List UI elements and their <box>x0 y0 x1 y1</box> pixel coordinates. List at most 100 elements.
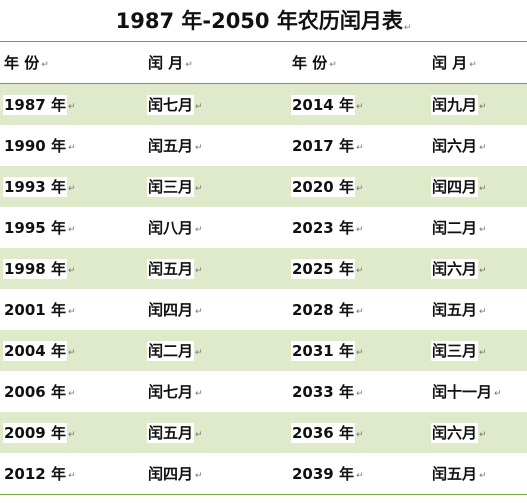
leap-month-value: 闰八月 <box>147 217 195 238</box>
leap-month-cell: 闰七月 ↵ <box>147 84 289 125</box>
table-row: 1990 年 ↵ 闰五月 ↵ 2017 年 ↵ 闰六月 ↵ <box>0 125 527 166</box>
leap-month-value: 闰七月 <box>147 94 195 115</box>
paragraph-mark-icon: ↵ <box>41 59 49 70</box>
leap-month-cell: 闰五月 ↵ <box>147 412 289 453</box>
leap-month-value: 闰七月 <box>147 381 195 402</box>
leap-month-cell: 闰五月 ↵ <box>431 453 525 494</box>
leap-month-cell: 闰十一月 ↵ <box>431 371 525 412</box>
leap-month-table: 年 份 ↵ 闰 月 ↵ 年 份 ↵ 闰 月 ↵ 1987 年 ↵ 闰七月 ↵ 2014 年 ↵… <box>0 41 527 495</box>
year-cell: 1993 年 ↵ <box>3 166 145 207</box>
paragraph-mark-icon: ↵ <box>67 183 76 194</box>
leap-month-value: 闰五月 <box>147 258 195 279</box>
leap-month-cell: 闰三月 ↵ <box>431 330 525 371</box>
year-cell: 2012 年 ↵ <box>3 453 145 494</box>
year-value: 2014 年 <box>291 94 355 115</box>
paragraph-mark-icon: ↵ <box>479 183 487 194</box>
year-cell: 1995 年 ↵ <box>3 207 145 248</box>
year-cell: 2020 年 ↵ <box>291 166 431 207</box>
table-row: 2006 年 ↵ 闰七月 ↵ 2033 年 ↵ 闰十一月 ↵ <box>0 371 527 412</box>
paragraph-mark-icon: ↵ <box>67 142 76 153</box>
paragraph-mark-icon: ↵ <box>67 388 76 399</box>
leap-month-cell: 闰四月 ↵ <box>147 289 289 330</box>
paragraph-mark-icon: ↵ <box>329 59 337 70</box>
paragraph-mark-icon: ↵ <box>479 101 487 112</box>
paragraph-mark-icon: ↵ <box>355 101 364 112</box>
year-value: 2036 年 <box>291 422 355 443</box>
leap-month-value: 闰五月 <box>147 422 195 443</box>
year-value: 2020 年 <box>291 176 355 197</box>
header-cell-year-right: 年 份 ↵ <box>291 42 431 83</box>
leap-month-value: 闰六月 <box>431 135 479 156</box>
paragraph-mark-icon: ↵ <box>479 142 487 153</box>
table-row: 2004 年 ↵ 闰二月 ↵ 2031 年 ↵ 闰三月 ↵ <box>0 330 527 371</box>
year-value: 2009 年 <box>3 422 67 443</box>
year-value: 2006 年 <box>3 381 67 402</box>
leap-month-cell: 闰七月 ↵ <box>147 371 289 412</box>
year-cell: 2004 年 ↵ <box>3 330 145 371</box>
paragraph-mark-icon: ↵ <box>355 347 364 358</box>
leap-month-value: 闰九月 <box>431 94 479 115</box>
leap-month-cell: 闰六月 ↵ <box>431 248 525 289</box>
year-value: 2017 年 <box>291 135 355 156</box>
paragraph-mark-icon: ↵ <box>185 59 193 70</box>
paragraph-mark-icon: ↵ <box>355 183 364 194</box>
paragraph-mark-icon: ↵ <box>195 347 203 358</box>
leap-month-value: 闰六月 <box>431 258 479 279</box>
paragraph-mark-icon: ↵ <box>195 388 203 399</box>
table-row: 1998 年 ↵ 闰五月 ↵ 2025 年 ↵ 闰六月 ↵ <box>0 248 527 289</box>
year-cell: 1990 年 ↵ <box>3 125 145 166</box>
paragraph-mark-icon: ↵ <box>67 101 76 112</box>
table-header-row: 年 份 ↵ 闰 月 ↵ 年 份 ↵ 闰 月 ↵ <box>0 42 527 84</box>
paragraph-mark-icon: ↵ <box>195 470 203 481</box>
paragraph-mark-icon: ↵ <box>479 429 487 440</box>
header-cell-year-left: 年 份 ↵ <box>3 42 145 83</box>
paragraph-mark-icon: ↵ <box>355 470 364 481</box>
page-title-text: 1987 年-2050 年农历闰月表 <box>115 9 403 33</box>
paragraph-mark-icon: ↵ <box>195 429 203 440</box>
paragraph-mark-icon: ↵ <box>67 347 76 358</box>
paragraph-mark-icon: ↵ <box>67 224 76 235</box>
paragraph-mark-icon: ↵ <box>479 224 487 235</box>
year-value: 1998 年 <box>3 258 67 279</box>
year-value: 2033 年 <box>291 381 355 402</box>
leap-month-cell: 闰五月 ↵ <box>147 248 289 289</box>
paragraph-mark-icon: ↵ <box>195 265 203 276</box>
year-value: 1987 年 <box>3 94 67 115</box>
header-cell-month-left: 闰 月 ↵ <box>147 42 289 83</box>
table-row: 1995 年 ↵ 闰八月 ↵ 2023 年 ↵ 闰二月 ↵ <box>0 207 527 248</box>
paragraph-mark-icon: ↵ <box>469 59 477 70</box>
leap-month-value: 闰四月 <box>431 176 479 197</box>
table-row: 1993 年 ↵ 闰三月 ↵ 2020 年 ↵ 闰四月 ↵ <box>0 166 527 207</box>
header-cell-month-right: 闰 月 ↵ <box>431 42 525 83</box>
paragraph-mark-icon: ↵ <box>195 142 203 153</box>
year-value: 2012 年 <box>3 463 67 484</box>
year-cell: 2033 年 ↵ <box>291 371 431 412</box>
leap-month-value: 闰五月 <box>431 299 479 320</box>
year-value: 2001 年 <box>3 299 67 320</box>
leap-month-value: 闰二月 <box>147 340 195 361</box>
leap-month-value: 闰二月 <box>431 217 479 238</box>
year-cell: 2036 年 ↵ <box>291 412 431 453</box>
leap-month-value: 闰十一月 <box>431 381 494 402</box>
leap-month-cell: 闰二月 ↵ <box>147 330 289 371</box>
paragraph-mark-icon: ↵ <box>195 101 203 112</box>
leap-month-value: 闰四月 <box>147 463 195 484</box>
table-row: 2009 年 ↵ 闰五月 ↵ 2036 年 ↵ 闰六月 ↵ <box>0 412 527 453</box>
paragraph-mark-icon: ↵ <box>67 306 76 317</box>
table-row: 1987 年 ↵ 闰七月 ↵ 2014 年 ↵ 闰九月 ↵ <box>0 84 527 125</box>
leap-month-cell: 闰五月 ↵ <box>147 125 289 166</box>
leap-month-cell: 闰三月 ↵ <box>147 166 289 207</box>
leap-month-value: 闰三月 <box>147 176 195 197</box>
leap-month-value: 闰五月 <box>147 135 195 156</box>
paragraph-mark-icon: ↵ <box>479 470 487 481</box>
paragraph-mark-icon: ↵ <box>403 23 412 33</box>
leap-month-cell: 闰八月 ↵ <box>147 207 289 248</box>
header-month-right-label: 闰 月 <box>432 53 468 72</box>
leap-month-cell: 闰四月 ↵ <box>431 166 525 207</box>
paragraph-mark-icon: ↵ <box>355 265 364 276</box>
header-month-left-label: 闰 月 <box>148 53 184 72</box>
year-value: 2028 年 <box>291 299 355 320</box>
paragraph-mark-icon: ↵ <box>355 388 364 399</box>
paragraph-mark-icon: ↵ <box>355 142 364 153</box>
